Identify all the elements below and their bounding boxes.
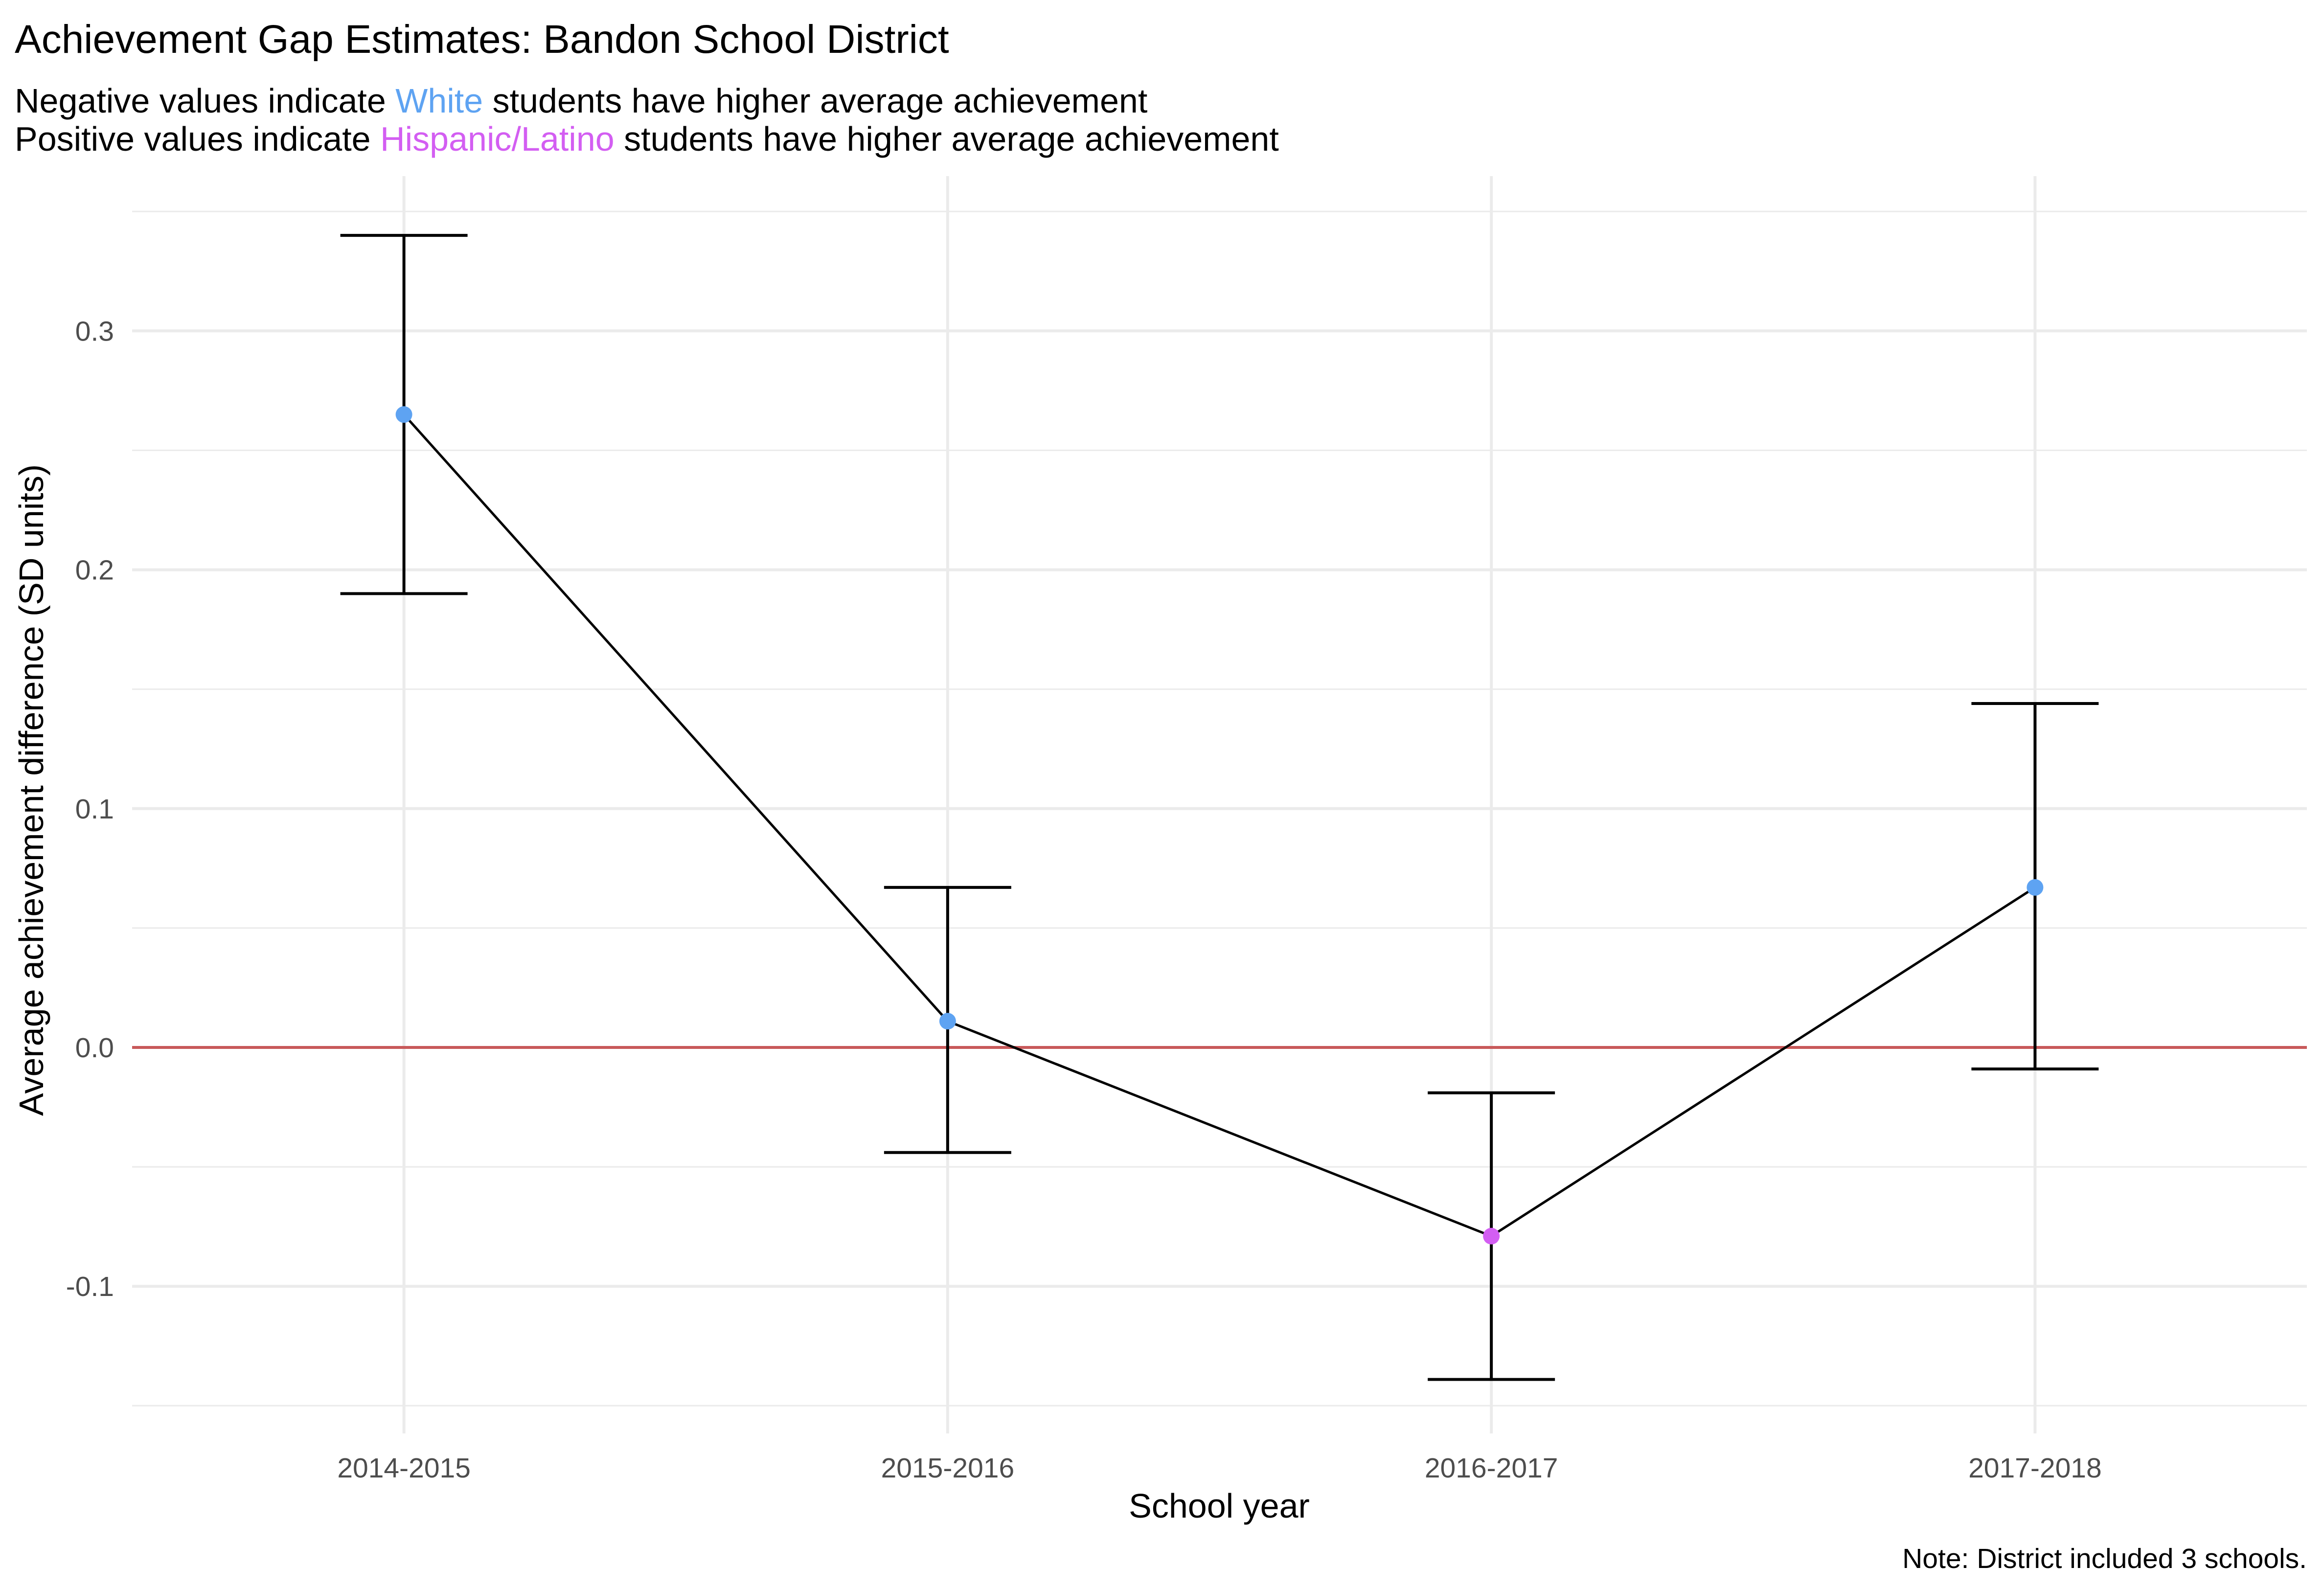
trend-line (403, 413, 2036, 1238)
subtitle-line-2: Positive values indicate Hispanic/Latino… (15, 120, 1279, 158)
y-tick-label-0: -0.1 (66, 1271, 114, 1302)
x-axis-title: School year (1129, 1487, 1310, 1525)
y-tick-label-2: 0.1 (75, 794, 114, 825)
y-axis-title: Average achievement difference (SD units… (12, 464, 50, 1116)
subtitle-line-1: Negative values indicate White students … (15, 82, 1147, 120)
x-tick-label-2017-2018: 2017-2018 (1968, 1453, 2102, 1484)
data-point-2017-2018 (2027, 879, 2044, 896)
chart-caption: Note: District included 3 schools. (1902, 1543, 2307, 1574)
x-axis-tick-labels: 2014-2015 2015-2016 2016-2017 2017-2018 (337, 1453, 2101, 1484)
x-tick-label-2015-2016: 2015-2016 (881, 1453, 1015, 1484)
subtitle-line-2-text-2: students have higher average achievement (615, 120, 1279, 158)
chart-title: Achievement Gap Estimates: Bandon School… (15, 17, 949, 62)
data-points (395, 406, 2044, 1245)
x-tick-label-2014-2015: 2014-2015 (337, 1453, 471, 1484)
data-point-2014-2015 (395, 406, 412, 423)
subtitle-line-1-text-1: Negative values indicate (15, 82, 395, 120)
y-tick-label-1: 0.0 (75, 1032, 114, 1064)
subtitle-line-1-text-2: students have higher average achievement (483, 82, 1147, 120)
data-point-2015-2016 (939, 1013, 956, 1030)
subtitle-hispanic-label: Hispanic/Latino (380, 120, 615, 158)
data-point-2016-2017 (1483, 1227, 1500, 1245)
y-tick-label-3: 0.2 (75, 555, 114, 586)
x-tick-label-2016-2017: 2016-2017 (1425, 1453, 1558, 1484)
subtitle-white-label: White (395, 82, 483, 120)
grid-minor (132, 210, 2307, 1407)
y-axis-tick-labels: -0.1 0.0 0.1 0.2 0.3 (66, 316, 114, 1302)
series-line-group (403, 413, 2036, 1238)
y-tick-label-4: 0.3 (75, 316, 114, 347)
subtitle-line-2-text-1: Positive values indicate (15, 120, 380, 158)
